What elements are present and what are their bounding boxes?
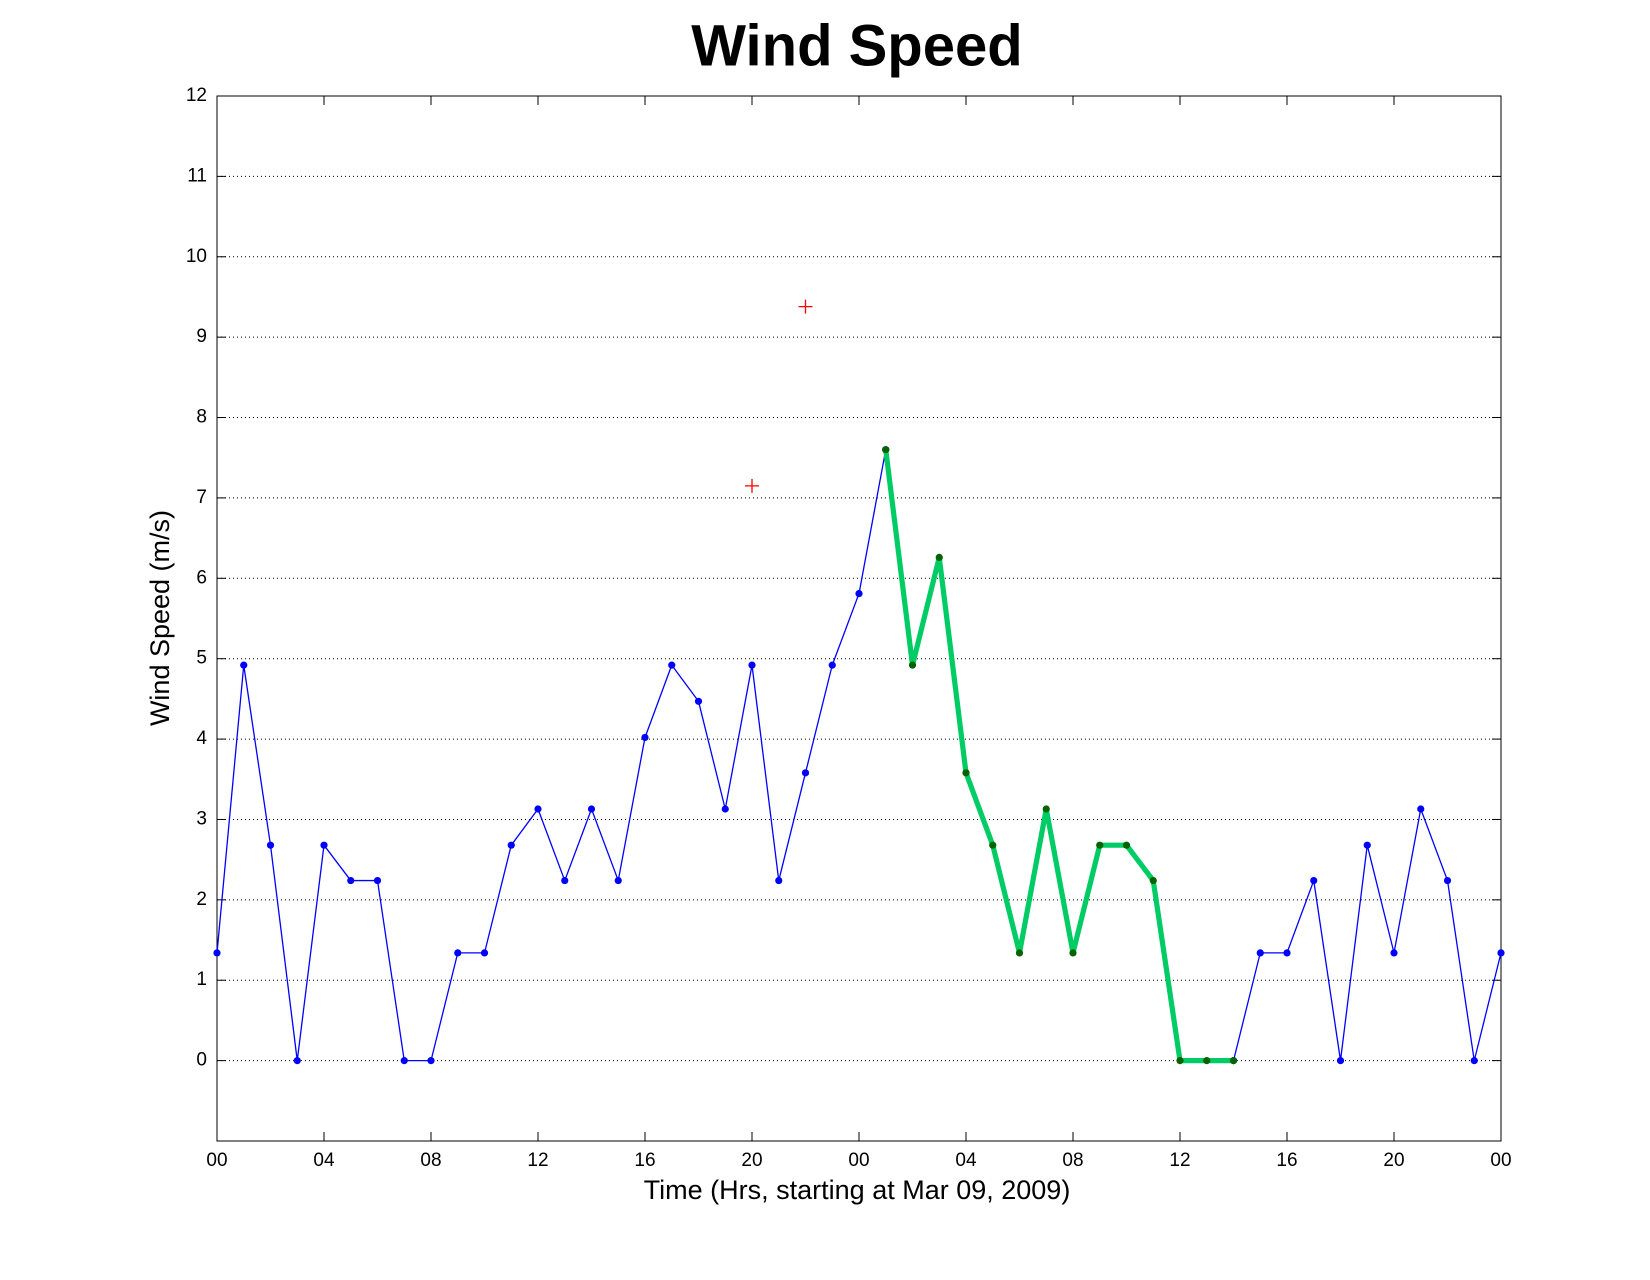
y-tick-label: 12 bbox=[186, 85, 207, 106]
point-marker bbox=[1149, 876, 1157, 885]
x-tick-label: 00 bbox=[1490, 1150, 1511, 1171]
y-tick-label: 7 bbox=[196, 487, 207, 508]
point-marker bbox=[1390, 949, 1398, 957]
point-marker bbox=[801, 769, 810, 777]
point-marker bbox=[989, 841, 997, 849]
point-marker bbox=[561, 876, 569, 885]
point-marker bbox=[1336, 1057, 1345, 1065]
point-marker bbox=[320, 841, 328, 849]
point-marker bbox=[668, 661, 676, 669]
point-marker bbox=[1417, 805, 1425, 813]
x-tick-label: 08 bbox=[420, 1150, 441, 1171]
y-axis-label: Wind Speed (m/s) bbox=[145, 510, 175, 726]
plus-marker bbox=[798, 299, 813, 314]
point-marker bbox=[507, 841, 515, 849]
x-tick-label: 00 bbox=[848, 1150, 869, 1171]
y-tick-label: 5 bbox=[196, 648, 207, 669]
x-tick-label: 16 bbox=[634, 1150, 655, 1171]
point-marker bbox=[1096, 841, 1104, 849]
point-marker bbox=[454, 949, 462, 957]
point-marker bbox=[427, 1057, 435, 1065]
point-marker bbox=[1256, 949, 1264, 957]
point-marker bbox=[1283, 949, 1291, 957]
point-marker bbox=[962, 769, 970, 777]
point-marker bbox=[1176, 1057, 1184, 1065]
plot-area bbox=[217, 96, 1501, 1141]
point-marker bbox=[721, 805, 729, 813]
x-axis-label: Time (Hrs, starting at Mar 09, 2009) bbox=[644, 1175, 1071, 1205]
point-marker bbox=[908, 661, 917, 669]
point-marker bbox=[1310, 876, 1318, 885]
plus-marker bbox=[745, 478, 759, 493]
x-tick-label: 04 bbox=[313, 1150, 335, 1171]
point-marker bbox=[266, 841, 275, 849]
point-marker bbox=[748, 661, 756, 669]
point-marker bbox=[614, 876, 622, 885]
series-line bbox=[883, 449, 1234, 1064]
y-tick-label: 3 bbox=[196, 808, 207, 829]
y-tick-label: 10 bbox=[186, 246, 207, 267]
y-tick-label: 0 bbox=[196, 1050, 207, 1071]
point-marker bbox=[935, 553, 943, 562]
point-marker bbox=[1203, 1057, 1211, 1065]
point-marker bbox=[1229, 1057, 1238, 1065]
point-marker bbox=[587, 805, 596, 813]
y-tick-label: 9 bbox=[196, 326, 207, 347]
x-tick-label: 00 bbox=[206, 1150, 227, 1171]
point-marker bbox=[347, 876, 355, 885]
x-tick-label: 04 bbox=[955, 1150, 977, 1171]
point-marker bbox=[1363, 841, 1371, 849]
point-marker bbox=[641, 733, 649, 742]
y-tick-label: 8 bbox=[196, 407, 207, 428]
y-tick-label: 6 bbox=[196, 567, 207, 588]
x-tick-label: 16 bbox=[1276, 1150, 1297, 1171]
x-tick-label: 08 bbox=[1062, 1150, 1083, 1171]
point-marker bbox=[1470, 1057, 1478, 1065]
x-tick-label: 12 bbox=[1169, 1150, 1190, 1171]
point-marker bbox=[855, 589, 863, 598]
y-tick-label: 1 bbox=[196, 969, 207, 990]
point-marker bbox=[828, 661, 836, 669]
point-marker bbox=[1015, 949, 1024, 957]
chart-title: Wind Speed bbox=[691, 13, 1022, 78]
point-marker bbox=[480, 949, 489, 957]
point-marker bbox=[240, 661, 248, 669]
point-marker bbox=[534, 805, 542, 813]
point-marker bbox=[1443, 876, 1452, 885]
point-marker bbox=[1122, 841, 1131, 849]
point-marker bbox=[213, 949, 221, 957]
x-tick-label: 20 bbox=[741, 1150, 762, 1171]
point-marker bbox=[1042, 805, 1050, 813]
point-marker bbox=[1069, 949, 1077, 957]
point-marker bbox=[775, 876, 783, 885]
point-marker bbox=[373, 876, 382, 885]
point-marker bbox=[293, 1057, 301, 1065]
y-tick-label: 11 bbox=[187, 165, 207, 186]
axes-box bbox=[216, 95, 1502, 1142]
x-tick-label: 12 bbox=[527, 1150, 548, 1171]
point-marker bbox=[400, 1057, 408, 1065]
point-marker bbox=[694, 697, 703, 705]
x-tick-label: 20 bbox=[1383, 1150, 1404, 1171]
y-tick-label: 4 bbox=[196, 728, 207, 749]
point-marker bbox=[1497, 949, 1505, 957]
y-tick-label: 2 bbox=[196, 889, 207, 910]
point-marker bbox=[882, 446, 890, 454]
